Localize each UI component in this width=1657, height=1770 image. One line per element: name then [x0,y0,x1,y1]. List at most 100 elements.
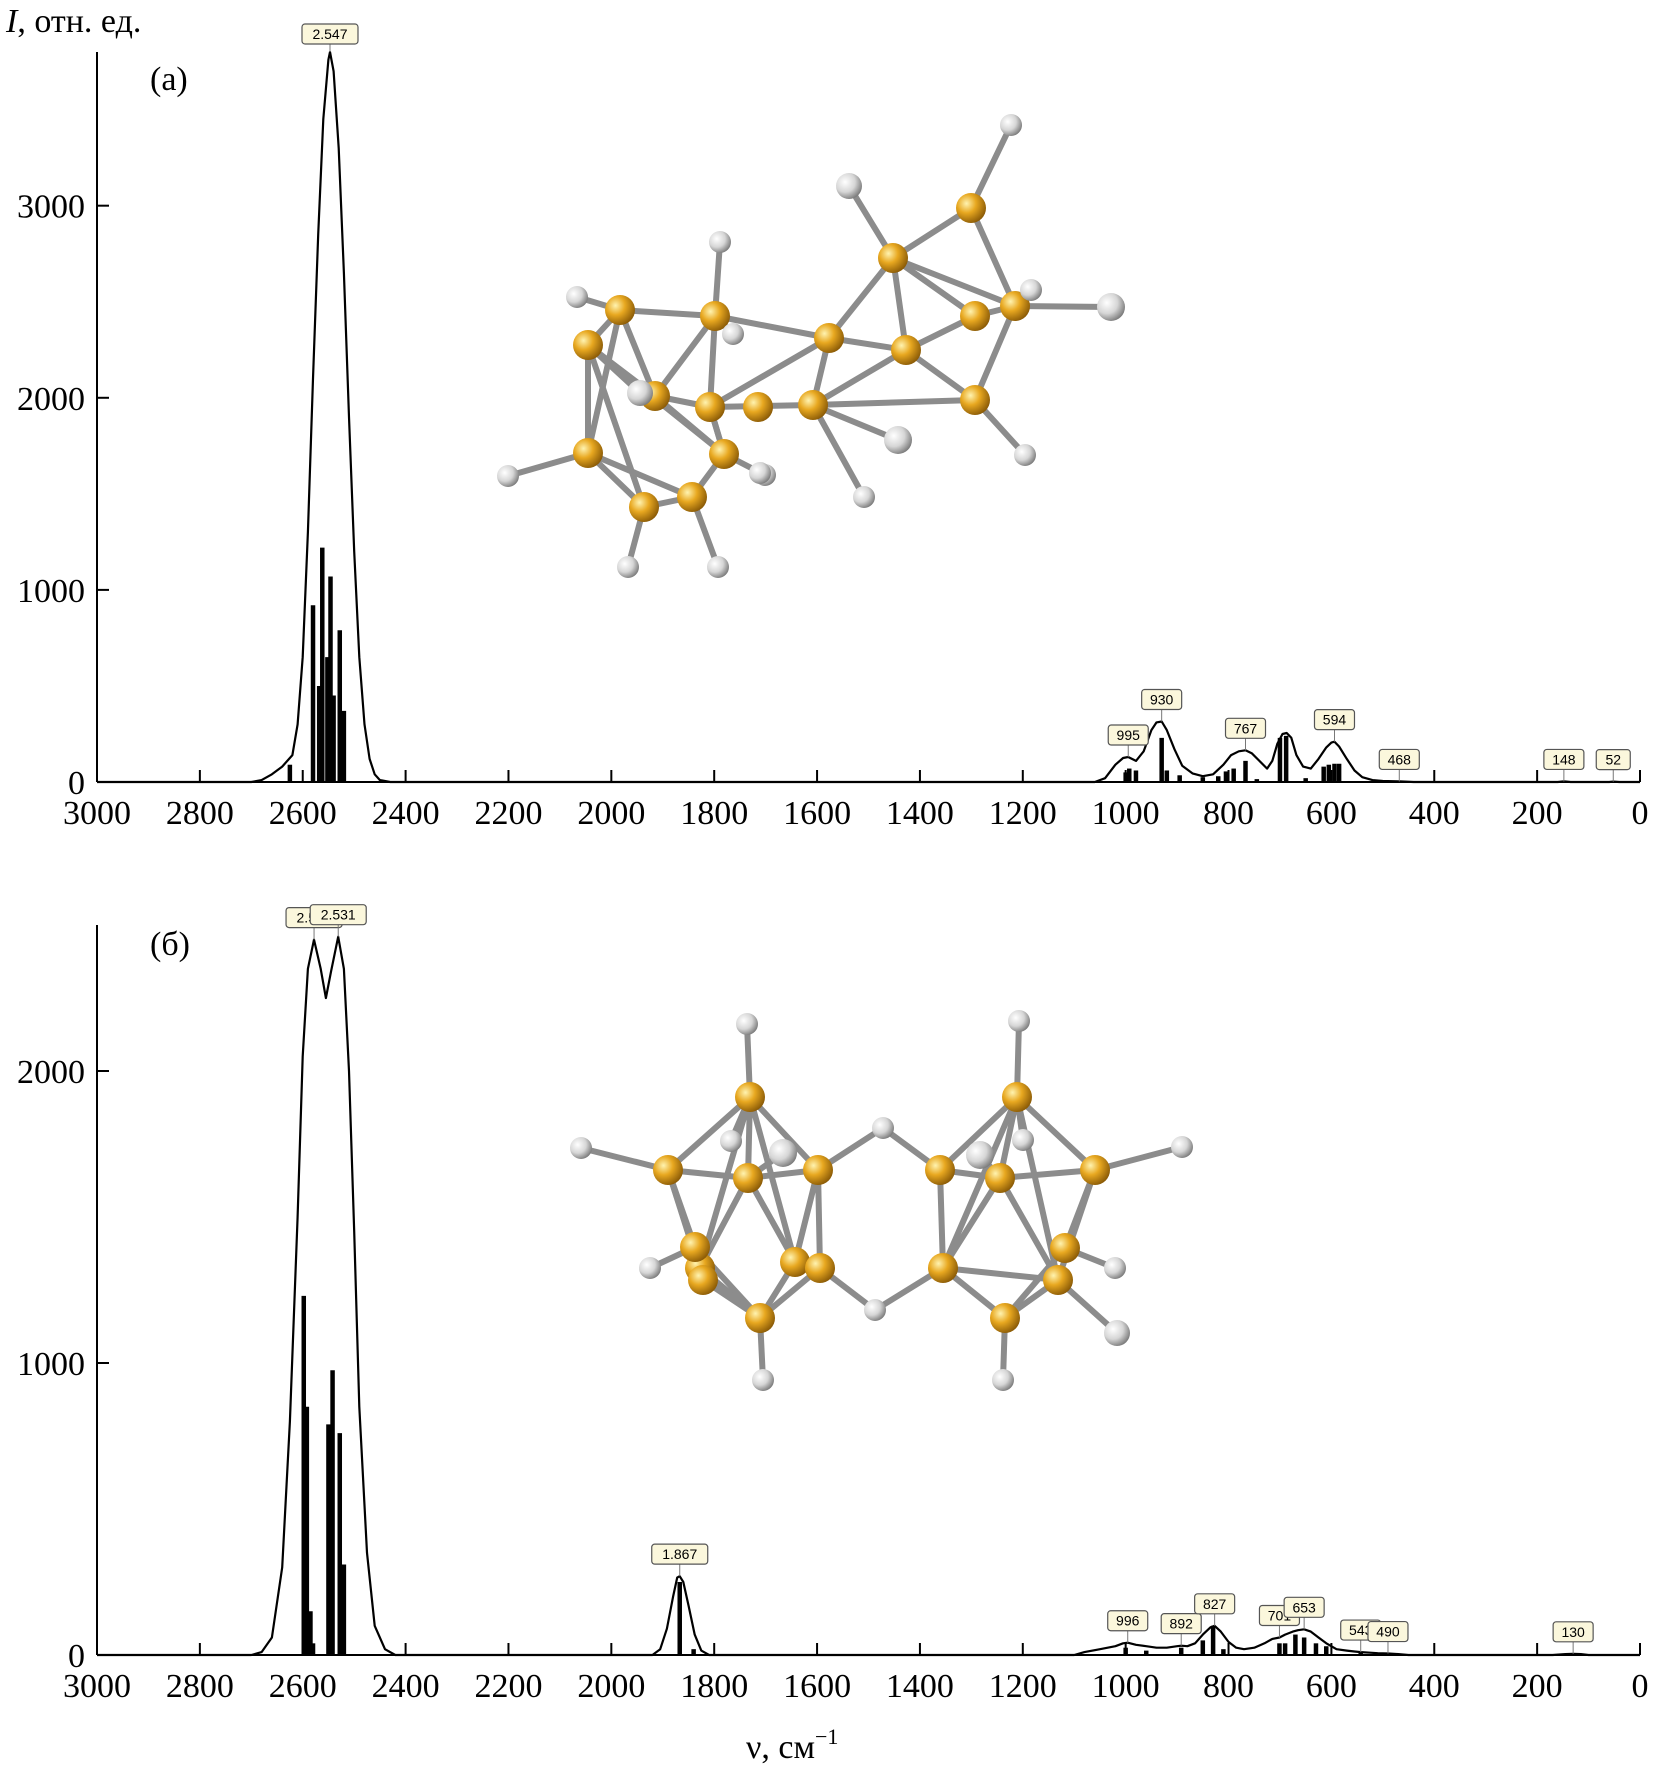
x-tick-label: 2600 [269,1668,337,1705]
boron-atom [780,1247,810,1277]
x-tick-label: 800 [1203,795,1254,832]
peak-tag: 130 [1552,1621,1594,1654]
x-tick-label: 2400 [372,1668,440,1705]
hydrogen-atom [1014,444,1036,466]
hydrogen-atom [992,1369,1014,1391]
hydrogen-atom [736,1013,758,1035]
boron-atom [745,1303,775,1333]
boron-atom [680,1232,710,1262]
peak-tag-label: 996 [1116,1613,1140,1629]
boron-atom [695,392,725,422]
hydrogen-atom [497,465,519,487]
hydrogen-atom [566,286,588,308]
hydrogen-atom [707,556,729,578]
peak-tag-box [1367,1620,1409,1643]
boron-atom [677,482,707,512]
molecule-bond [652,313,718,399]
peak-tag: 148 [1543,748,1585,782]
y-tick-label: 3000 [17,189,85,226]
hydrogen-atom [1000,114,1022,136]
molecule-bond [810,402,901,443]
x-tick-label: 1800 [680,1668,748,1705]
x-axis-title-text: ν, см [746,1729,815,1766]
peak-tag-box [1224,717,1267,739]
molecule-structure-b [570,1010,1193,1391]
hydrogen-atom [627,380,653,406]
boron-atom [891,335,921,365]
hydrogen-atom [966,1141,994,1169]
boron-atom [928,1253,958,1283]
molecule-bond [745,1175,798,1265]
peak-tag-label: 930 [1150,691,1174,707]
hydrogen-atom [722,323,744,345]
molecule-bond [810,347,909,408]
boron-atom [1043,1265,1073,1295]
peak-tag: 2.531 [309,904,367,937]
molecule-bond [815,1167,823,1271]
peak-tag-box [1194,1593,1236,1615]
boron-atom [960,301,990,331]
panel-a: 3000 2800 2600 2400 2200 2000 1800 1600 1400 1200… [17,23,1649,832]
hydrogen-atom [884,426,912,454]
boron-atom [960,385,990,415]
boron-atom [1080,1155,1110,1185]
hydrogen-atom [639,1257,661,1279]
y-tick-label: 0 [68,765,85,802]
molecule-bond [1002,1245,1068,1321]
peak-tag: 653 [1283,1596,1325,1630]
y-tick-label: 0 [68,1638,85,1675]
molecule-bond [890,255,978,319]
molecule-bond [937,1167,946,1271]
hydrogen-atom [749,462,771,484]
y-tick-label: 1000 [17,573,85,610]
molecule-bond [810,402,867,500]
hydrogen-atom [1012,1129,1034,1151]
boron-atom [653,1155,683,1185]
boron-atom [803,1155,833,1185]
molecule-bond [937,1094,1020,1173]
panel-b-axes: 3000 2800 2600 2400 2200 2000 1800 1600 1400 1200… [17,925,1649,1705]
peak-tag-box [1107,1610,1149,1632]
peak-tag-label: 594 [1323,712,1347,728]
peak-tag-label: 653 [1292,1599,1316,1615]
boron-atom [1000,291,1030,321]
molecule-bond [997,1167,1098,1181]
peak-tag-box [1107,724,1149,746]
molecule-structure-a [497,114,1125,578]
molecule-bond [940,1265,1061,1283]
molecule-bond [1012,303,1114,310]
peak-tag-label: 995 [1117,727,1141,743]
peak-tag-label: 1.867 [662,1546,697,1562]
peak-tag: 827 [1194,1593,1236,1626]
peak-tag-label: 148 [1552,751,1576,767]
peak-tag: 767 [1224,717,1267,751]
molecule-bond [1014,1094,1098,1173]
peak-tag-label: 52 [1605,752,1621,768]
x-tick-label: 600 [1306,1668,1357,1705]
x-tick-label: 1000 [1092,795,1160,832]
hydrogen-atom [769,1139,797,1167]
boron-atom [878,243,908,273]
boron-atom [925,1155,955,1185]
peak-tag-box [651,1543,709,1565]
x-tick-label: 1400 [886,1668,954,1705]
boron-atom [605,295,635,325]
molecule-bond [940,1175,1003,1271]
panel-a-axes: 3000 2800 2600 2400 2200 2000 1800 1600 1400 1200… [17,52,1649,832]
hydrogen-atom [752,1369,774,1391]
y-axis-title-symbol: I [5,3,19,40]
boron-atom [798,390,828,420]
molecule-bond [968,205,1018,309]
peak-tag-box [1283,1596,1325,1618]
hydrogen-atom [872,1117,894,1139]
y-tick-label: 2000 [17,381,85,418]
molecule-bond [890,255,1018,309]
peak-tag-label: 767 [1234,720,1258,736]
panel-a-plot: 2.547 995 930 767 594 468 148 52 [97,23,1640,784]
peak-tag-label: 490 [1376,1624,1400,1640]
boron-atom [985,1163,1015,1193]
molecule-bond [712,313,832,341]
hydrogen-atom [1104,1320,1130,1346]
molecule-bond [707,335,832,410]
boron-atom [814,323,844,353]
